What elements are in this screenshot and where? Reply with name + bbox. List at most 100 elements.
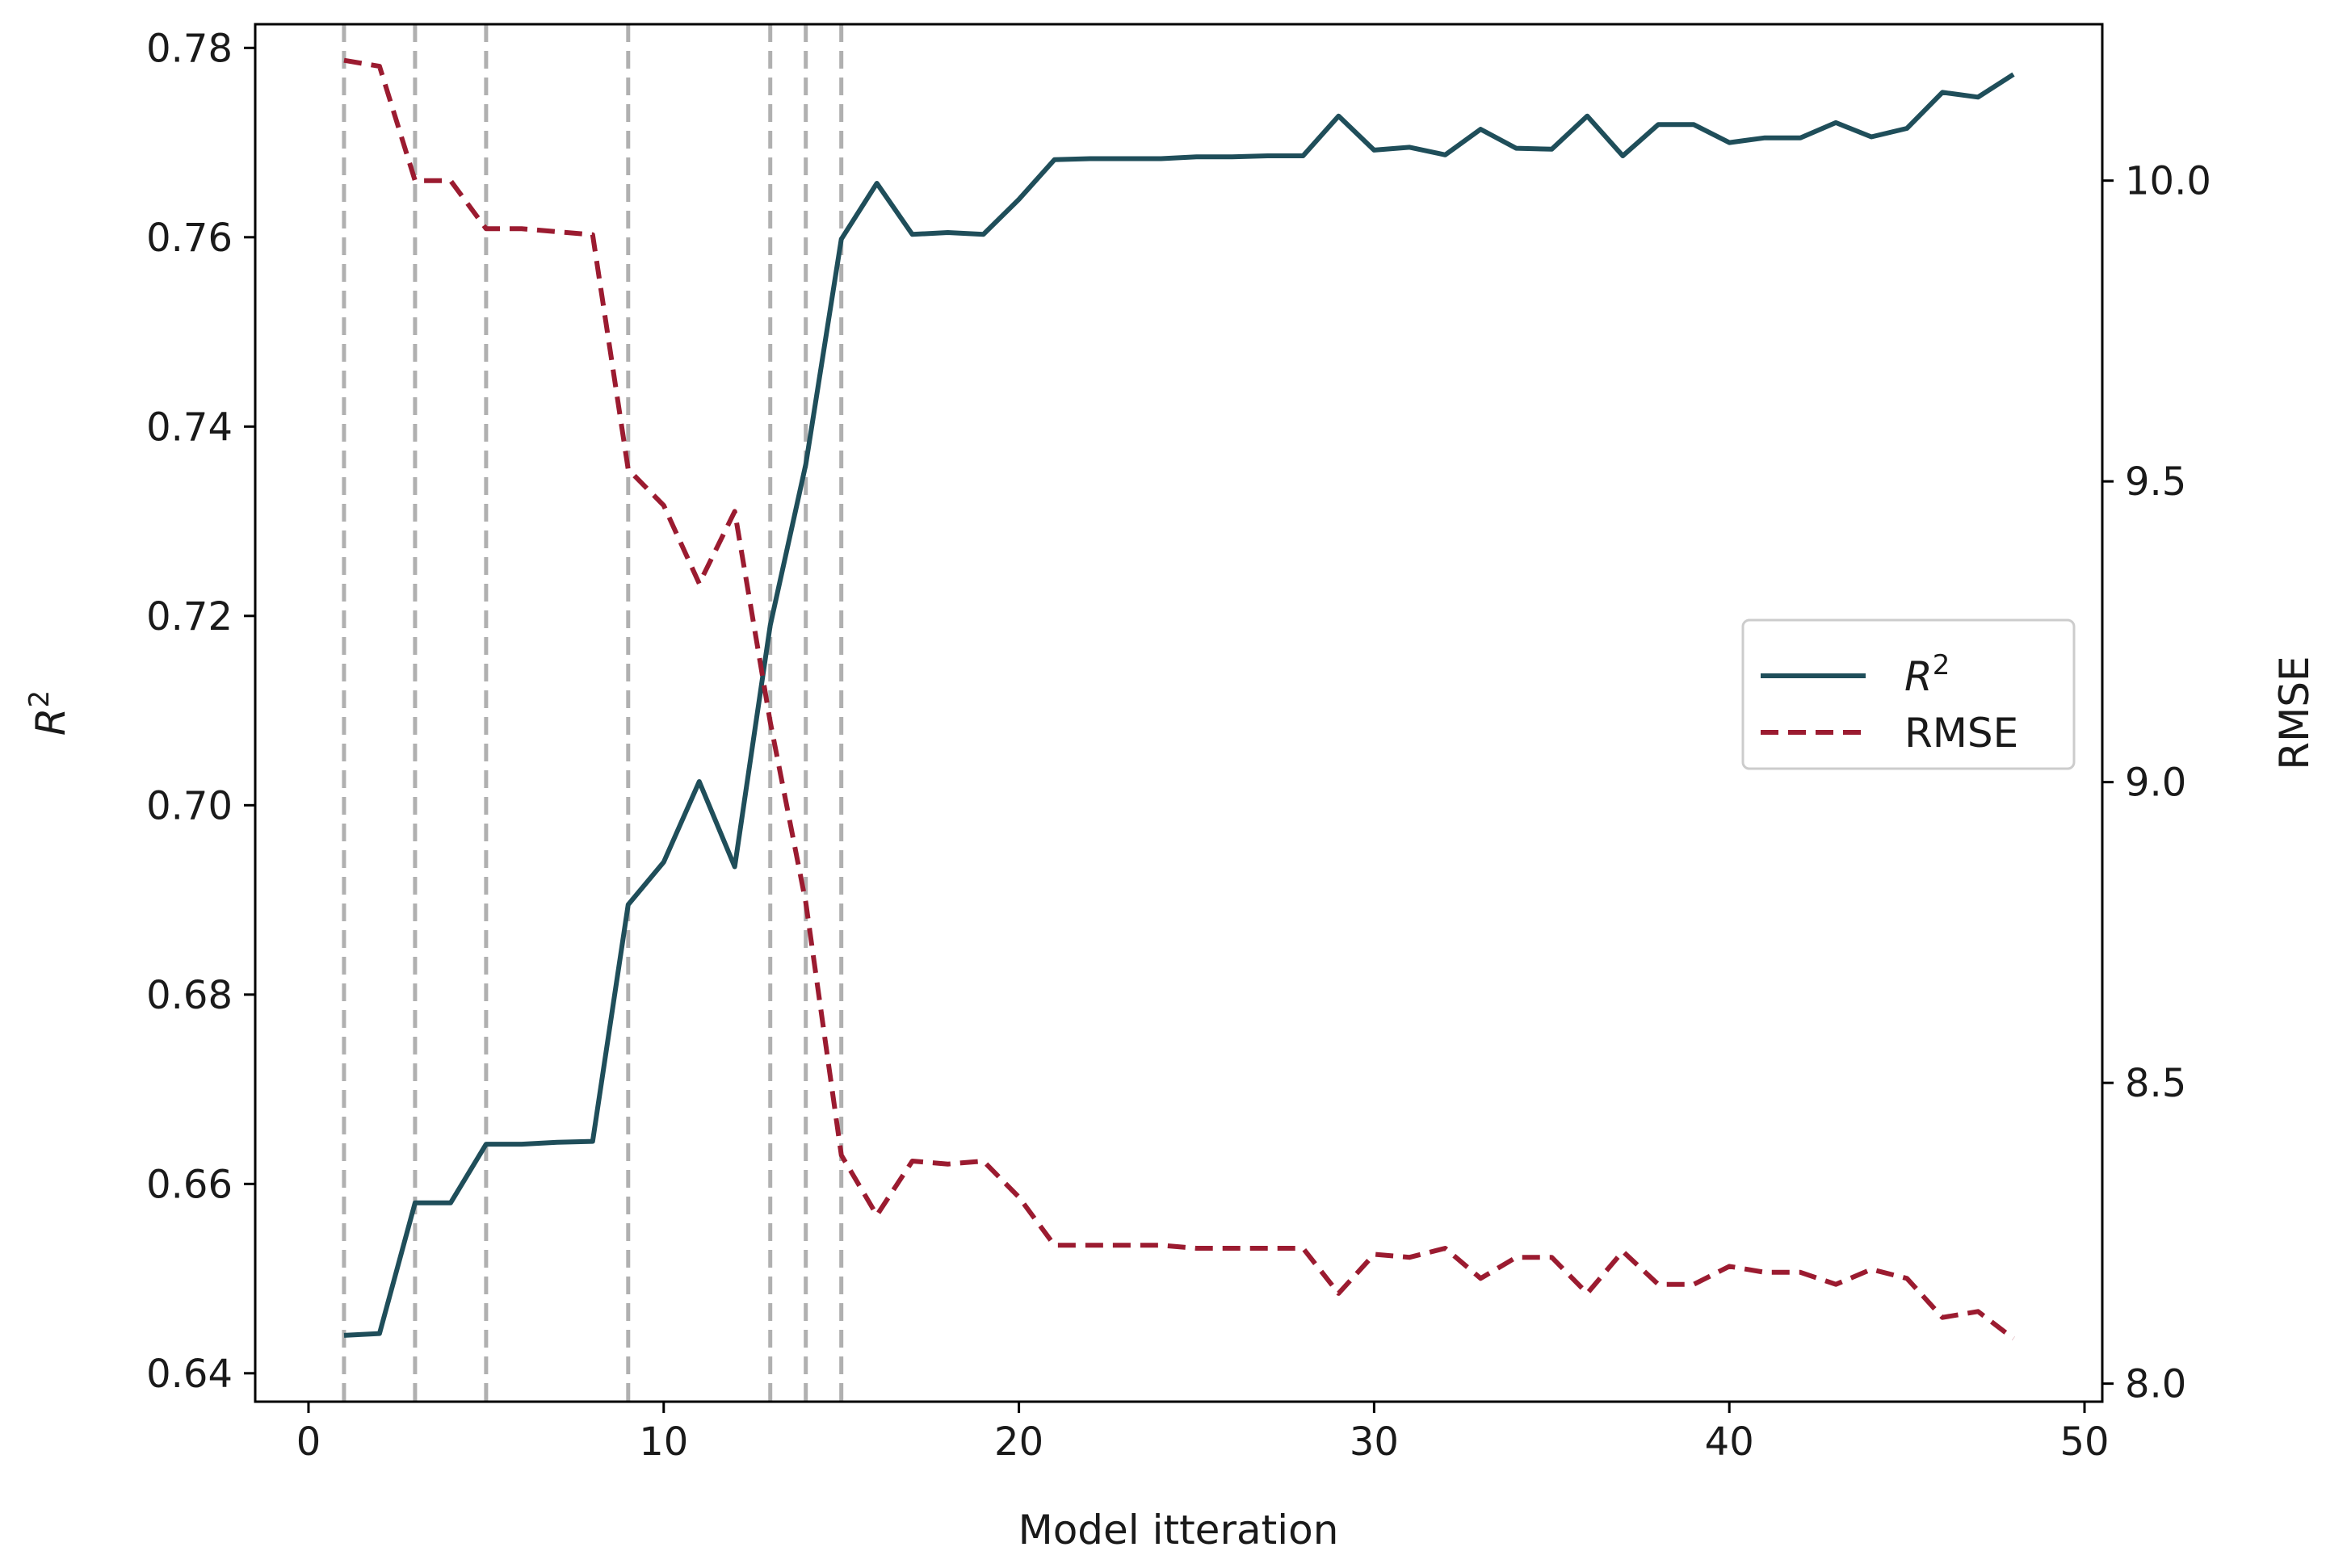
y-left-tick-label: 0.66 (146, 1162, 233, 1207)
data-point (1835, 122, 1837, 124)
series-line-0 (343, 72, 2015, 1338)
data-point (699, 781, 700, 782)
data-point (1195, 156, 1197, 157)
data-point (1657, 1284, 1659, 1285)
plot-frame (254, 23, 2104, 1403)
data-point (1018, 1197, 1020, 1198)
y-left-tick-label: 0.78 (146, 26, 233, 71)
data-point (379, 65, 380, 67)
data-point (414, 180, 416, 182)
data-point (1125, 157, 1127, 159)
data-point (770, 625, 771, 627)
data-point (1906, 1277, 1908, 1279)
data-point (770, 721, 771, 723)
data-point (1337, 115, 1339, 117)
data-point (1480, 1277, 1481, 1279)
y-right-axis-label: RMSE (2271, 656, 2318, 769)
x-tick-label: 20 (994, 1419, 1043, 1465)
y-left-axis-ticks: 0.64 0.66 0.68 0.70 0.72 0.74 0.76 0.78 (146, 26, 255, 1397)
data-point (1373, 149, 1375, 151)
y-right-tick-label: 10.0 (2125, 159, 2211, 204)
data-point (1728, 1265, 1730, 1267)
data-point (450, 1202, 451, 1204)
data-point (1799, 137, 1801, 139)
legend-label-rmse: RMSE (1904, 710, 2018, 757)
data-point (2013, 73, 2014, 75)
data-point (1444, 154, 1446, 156)
data-point (521, 228, 523, 229)
data-point (1693, 1284, 1694, 1285)
data-point (1302, 155, 1304, 157)
y-right-tick-label: 8.0 (2125, 1362, 2186, 1407)
x-tick-label: 10 (639, 1419, 688, 1465)
data-point (1054, 1244, 1056, 1246)
data-point (1373, 1253, 1375, 1255)
data-point (1195, 1247, 1197, 1249)
x-axis-ticks: 0 10 20 30 40 50 (296, 1402, 2110, 1465)
data-point (983, 1160, 985, 1162)
data-point (521, 1143, 523, 1145)
data-point (1586, 1293, 1588, 1294)
data-point (699, 583, 700, 585)
data-point (1906, 128, 1908, 129)
data-point (1728, 142, 1730, 144)
data-point (983, 233, 985, 235)
data-point (663, 862, 665, 863)
data-point (1657, 124, 1659, 125)
data-point (734, 866, 736, 868)
data-point (628, 468, 629, 470)
data-point (1693, 124, 1694, 125)
data-point (1266, 1247, 1268, 1249)
data-point (1515, 148, 1517, 149)
data-point (1764, 1272, 1765, 1273)
data-point (556, 1142, 558, 1143)
x-tick-label: 0 (296, 1419, 321, 1465)
data-point (485, 228, 487, 229)
y-left-tick-label: 0.76 (146, 216, 233, 261)
y-left-label-main: R (27, 707, 74, 736)
data-point (1480, 128, 1481, 130)
y-left-tick-label: 0.70 (146, 783, 233, 828)
data-point (414, 1202, 416, 1204)
legend-label-r2: R2 (1904, 649, 1950, 700)
data-point (1622, 155, 1623, 157)
data-point (947, 232, 949, 233)
data-point (1977, 1310, 1979, 1312)
data-point (592, 234, 594, 236)
data-point (1622, 1251, 1623, 1252)
y-right-tick-label: 9.0 (2125, 761, 2186, 806)
data-point (1409, 146, 1410, 148)
y-left-tick-label: 0.64 (146, 1352, 233, 1397)
y-right-tick-label: 9.5 (2125, 459, 2186, 505)
data-point (1266, 155, 1268, 157)
data-point (876, 1214, 878, 1216)
data-point (1444, 1247, 1446, 1249)
data-point (1764, 137, 1765, 139)
data-point (1942, 91, 1943, 93)
data-point (1977, 96, 1979, 98)
x-tick-label: 30 (1350, 1419, 1399, 1465)
data-point (734, 510, 736, 512)
data-point (912, 233, 913, 235)
data-point (592, 1141, 594, 1142)
y-left-tick-label: 0.72 (146, 594, 233, 639)
data-point (1870, 1268, 1872, 1270)
data-point (912, 1160, 913, 1162)
data-point (841, 1155, 842, 1156)
data-point (663, 505, 665, 506)
data-point (1161, 1244, 1162, 1246)
data-point (1231, 1247, 1232, 1249)
data-point (1942, 1317, 1943, 1319)
series-line-1 (343, 57, 2015, 1341)
data-point (628, 903, 629, 905)
y-right-axis-ticks: 8.0 8.5 9.0 9.5 10.0 (2102, 159, 2211, 1407)
data-point (1870, 136, 1872, 138)
x-tick-label: 40 (1705, 1419, 1754, 1465)
data-point (1231, 156, 1232, 157)
data-point (450, 180, 451, 182)
data-point (1161, 157, 1162, 159)
data-point (1799, 1272, 1801, 1273)
y-left-label-superscript: 2 (23, 690, 56, 708)
y-left-tick-label: 0.74 (146, 405, 233, 450)
y-right-tick-label: 8.5 (2125, 1061, 2186, 1106)
